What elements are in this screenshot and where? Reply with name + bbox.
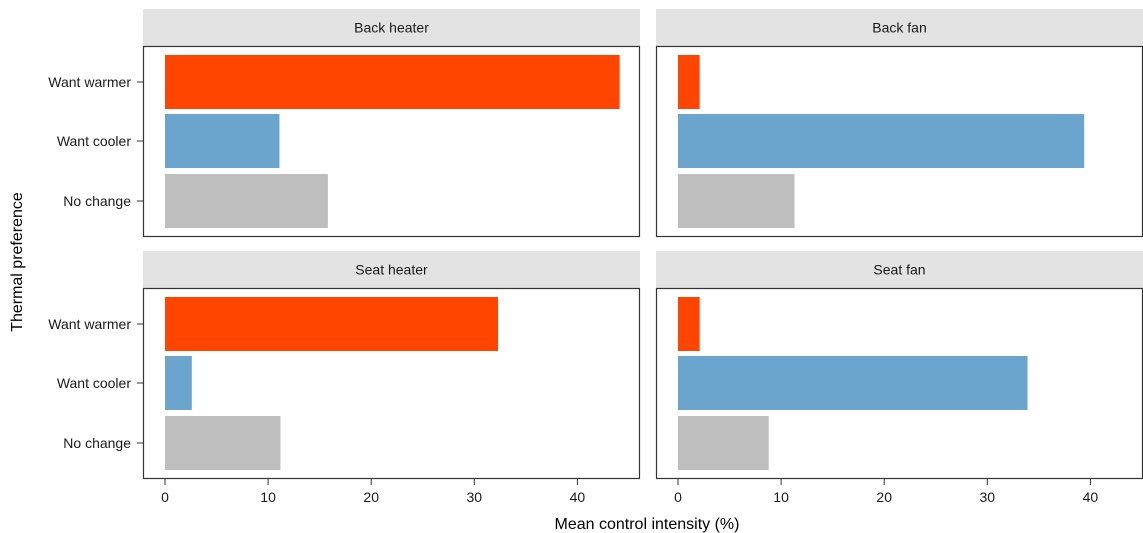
strip-back-heater bbox=[143, 9, 640, 46]
bar-seat-heater-no-change bbox=[165, 416, 281, 470]
x-tick-label-seat-fan-0: 0 bbox=[674, 489, 682, 505]
strip-label-back-fan: Back fan bbox=[872, 20, 926, 36]
bar-seat-fan-no-change bbox=[678, 416, 769, 470]
strip-seat-heater bbox=[143, 251, 640, 288]
strip-seat-fan bbox=[656, 251, 1143, 288]
y-tick-label-want-cooler: Want cooler bbox=[57, 133, 132, 149]
x-tick-label-seat-fan-30: 30 bbox=[980, 489, 996, 505]
bar-back-fan-no-change bbox=[678, 174, 795, 228]
panel-seat-heater: Seat heater Want warmer Want cooler No chan… bbox=[48, 251, 641, 505]
bar-seat-heater-want-warmer bbox=[165, 297, 499, 351]
strip-label-seat-fan: Seat fan bbox=[873, 262, 925, 278]
bar-back-heater-want-warmer bbox=[165, 55, 620, 109]
bar-seat-heater-want-cooler bbox=[165, 356, 192, 410]
panel-back-fan: Back fan bbox=[655, 9, 1143, 238]
panel-border-seat-heater bbox=[142, 287, 641, 480]
x-tick-label-seat-heater-20: 20 bbox=[363, 489, 379, 505]
strip-back-fan bbox=[656, 9, 1143, 46]
y-tick-label-want-warmer: Want warmer bbox=[48, 74, 131, 90]
panels-layer: Back heater Want warmer Want cooler No chan… bbox=[48, 9, 1143, 505]
strip-label-back-heater: Back heater bbox=[354, 20, 429, 36]
bar-back-heater-no-change bbox=[165, 174, 328, 228]
bar-seat-fan-want-cooler bbox=[678, 356, 1028, 410]
x-tick-label-seat-heater-40: 40 bbox=[570, 489, 586, 505]
y-tick-label-no-change: No change bbox=[63, 435, 131, 451]
y-tick-label-no-change: No change bbox=[63, 193, 131, 209]
x-axis-title: Mean control intensity (%) bbox=[555, 516, 740, 533]
bar-back-heater-want-cooler bbox=[165, 114, 280, 168]
x-tick-label-seat-heater-30: 30 bbox=[467, 489, 483, 505]
bar-back-fan-want-warmer bbox=[678, 55, 700, 109]
panel-border-back-heater bbox=[142, 45, 641, 238]
panel-back-heater: Back heater Want warmer Want cooler No chan… bbox=[48, 9, 641, 238]
x-tick-label-seat-fan-10: 10 bbox=[773, 489, 789, 505]
x-tick-label-seat-fan-20: 20 bbox=[876, 489, 892, 505]
y-tick-label-want-cooler: Want cooler bbox=[57, 375, 132, 391]
x-tick-label-seat-fan-40: 40 bbox=[1083, 489, 1099, 505]
x-tick-label-seat-heater-10: 10 bbox=[260, 489, 276, 505]
bar-seat-fan-want-warmer bbox=[678, 297, 700, 351]
panel-seat-fan: Seat fan 0 10 20 30 40 bbox=[655, 251, 1143, 505]
bar-back-fan-want-cooler bbox=[678, 114, 1085, 168]
y-tick-label-want-warmer: Want warmer bbox=[48, 316, 131, 332]
x-tick-label-seat-heater-0: 0 bbox=[161, 489, 169, 505]
y-axis-title: Thermal preference bbox=[9, 192, 26, 332]
strip-label-seat-heater: Seat heater bbox=[355, 262, 428, 278]
